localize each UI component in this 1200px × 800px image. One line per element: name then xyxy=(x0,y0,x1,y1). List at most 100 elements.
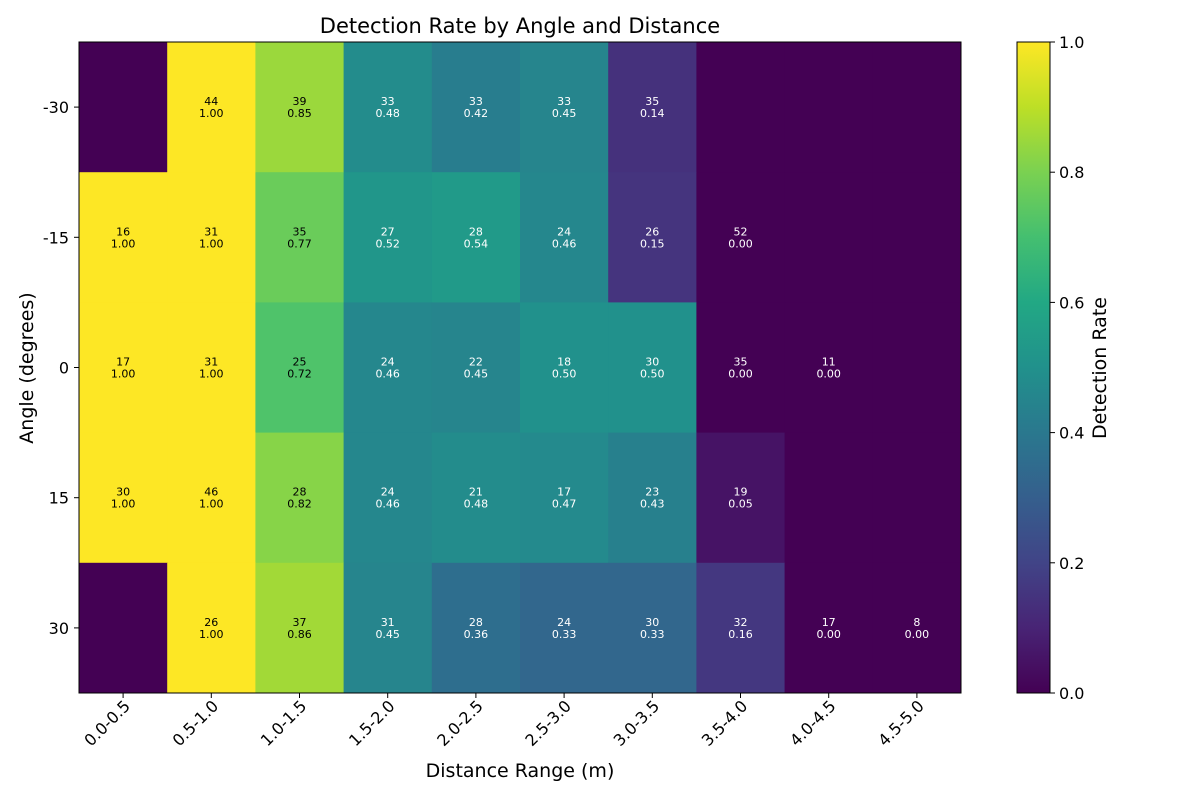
heatmap-cell xyxy=(79,302,168,434)
x-axis-ticks: 0.0-0.5 0.5-1.0 1.0-1.5 1.5-2.0 2.0-2.5 2.5-3… xyxy=(80,693,928,750)
x-tick-label: 4.0-4.5 xyxy=(786,696,840,750)
heatmap-cell xyxy=(255,562,345,694)
heatmap-cell xyxy=(784,562,874,694)
cell-rate-label: 0.00 xyxy=(728,237,753,250)
heatmap-cell xyxy=(784,302,874,434)
heatmap-cell xyxy=(167,172,256,303)
cell-rate-label: 1.00 xyxy=(111,237,136,250)
x-axis-label: Distance Range (m) xyxy=(426,760,615,782)
heatmap-cell xyxy=(343,432,433,564)
heatmap-cell xyxy=(872,562,962,694)
heatmap-cell xyxy=(167,562,256,694)
cell-rate-label: 1.00 xyxy=(111,498,136,511)
cell-count-label: 35 xyxy=(293,225,307,238)
y-axis-ticks: -30 -15 0 15 30 xyxy=(43,98,79,638)
y-tick-label: -15 xyxy=(43,228,69,247)
x-tick-label: 2.0-2.5 xyxy=(433,696,487,750)
cell-rate-label: 1.00 xyxy=(111,368,136,381)
cell-rate-label: 1.00 xyxy=(199,237,224,250)
cell-count-label: 30 xyxy=(645,356,659,369)
cell-count-label: 28 xyxy=(469,225,483,238)
cell-rate-label: 1.00 xyxy=(199,498,224,511)
cell-rate-label: 0.48 xyxy=(375,107,400,120)
cell-rate-label: 0.33 xyxy=(552,628,577,641)
cell-rate-label: 0.50 xyxy=(640,368,665,381)
cell-count-label: 33 xyxy=(381,95,395,108)
cell-rate-label: 0.00 xyxy=(816,628,841,641)
cell-count-label: 30 xyxy=(116,486,130,499)
heatmap-cell xyxy=(784,42,874,173)
heatmap-cell xyxy=(872,172,962,303)
heatmap-cell xyxy=(696,432,786,564)
heatmap-cell xyxy=(343,42,433,173)
heatmap-cell xyxy=(520,172,609,303)
cell-count-label: 17 xyxy=(557,486,571,499)
colorbar-tick-label: 0.6 xyxy=(1059,293,1084,312)
cell-count-label: 27 xyxy=(381,225,395,238)
cell-rate-label: 0.16 xyxy=(728,628,753,641)
cell-count-label: 39 xyxy=(293,95,307,108)
cell-count-label: 44 xyxy=(204,95,218,108)
cell-rate-label: 0.00 xyxy=(816,368,841,381)
heatmap-cell xyxy=(696,172,786,303)
heatmap-cell xyxy=(520,302,609,434)
cell-count-label: 8 xyxy=(913,616,920,629)
heatmap-cell xyxy=(167,302,256,434)
cell-rate-label: 0.54 xyxy=(464,237,489,250)
heatmap-cell xyxy=(431,42,521,173)
x-tick-label: 2.5-3.0 xyxy=(521,696,575,750)
cell-rate-label: 0.46 xyxy=(375,498,400,511)
cell-rate-label: 0.52 xyxy=(375,237,400,250)
y-tick-label: 0 xyxy=(59,359,69,378)
cell-count-label: 33 xyxy=(469,95,483,108)
heatmap-cell xyxy=(696,302,786,434)
heatmap-cell xyxy=(255,42,345,173)
colorbar-ticks: 0.0 0.2 0.4 0.6 0.8 1.0 xyxy=(1050,33,1084,703)
x-tick-label: 0.0-0.5 xyxy=(80,696,134,750)
y-axis-label: Angle (degrees) xyxy=(16,292,38,443)
heatmap-cell xyxy=(431,302,521,434)
cell-rate-label: 0.72 xyxy=(287,368,312,381)
cell-count-label: 30 xyxy=(645,616,659,629)
heatmap-cell xyxy=(608,302,697,434)
y-tick-label: 15 xyxy=(49,489,69,508)
cell-rate-label: 0.86 xyxy=(287,628,312,641)
heatmap-cell xyxy=(520,432,609,564)
cell-count-label: 24 xyxy=(381,356,395,369)
heatmap-cell xyxy=(872,302,962,434)
cell-count-label: 37 xyxy=(293,616,307,629)
cell-rate-label: 1.00 xyxy=(199,628,224,641)
cell-rate-label: 0.05 xyxy=(728,498,753,511)
colorbar-tick-label: 0.8 xyxy=(1059,163,1084,182)
cell-count-label: 35 xyxy=(734,356,748,369)
y-tick-label: -30 xyxy=(43,98,69,117)
heatmap-cell xyxy=(79,562,168,694)
colorbar-tick-label: 0.0 xyxy=(1059,684,1084,703)
cell-rate-label: 0.45 xyxy=(552,107,577,120)
x-tick-label: 4.5-5.0 xyxy=(874,696,928,750)
heatmap-cell xyxy=(872,432,962,564)
cell-count-label: 28 xyxy=(469,616,483,629)
cell-count-label: 26 xyxy=(204,616,218,629)
cell-rate-label: 0.42 xyxy=(464,107,489,120)
cell-count-label: 18 xyxy=(557,356,571,369)
cell-count-label: 31 xyxy=(204,225,218,238)
cell-count-label: 24 xyxy=(381,486,395,499)
cell-rate-label: 0.00 xyxy=(728,368,753,381)
cell-rate-label: 0.45 xyxy=(375,628,400,641)
cell-rate-label: 0.33 xyxy=(640,628,665,641)
cell-rate-label: 0.43 xyxy=(640,498,665,511)
cell-rate-label: 0.47 xyxy=(552,498,577,511)
heatmap-cell xyxy=(520,562,609,694)
cell-count-label: 33 xyxy=(557,95,571,108)
colorbar-tick-label: 0.2 xyxy=(1059,554,1084,573)
cell-count-label: 21 xyxy=(469,486,483,499)
cell-rate-label: 0.85 xyxy=(287,107,312,120)
cell-rate-label: 1.00 xyxy=(199,107,224,120)
heatmap-cell xyxy=(520,42,609,173)
cell-count-label: 24 xyxy=(557,616,571,629)
heatmap-cell xyxy=(343,302,433,434)
cell-count-label: 52 xyxy=(734,225,748,238)
cell-rate-label: 0.45 xyxy=(464,368,489,381)
cell-rate-label: 0.46 xyxy=(375,368,400,381)
